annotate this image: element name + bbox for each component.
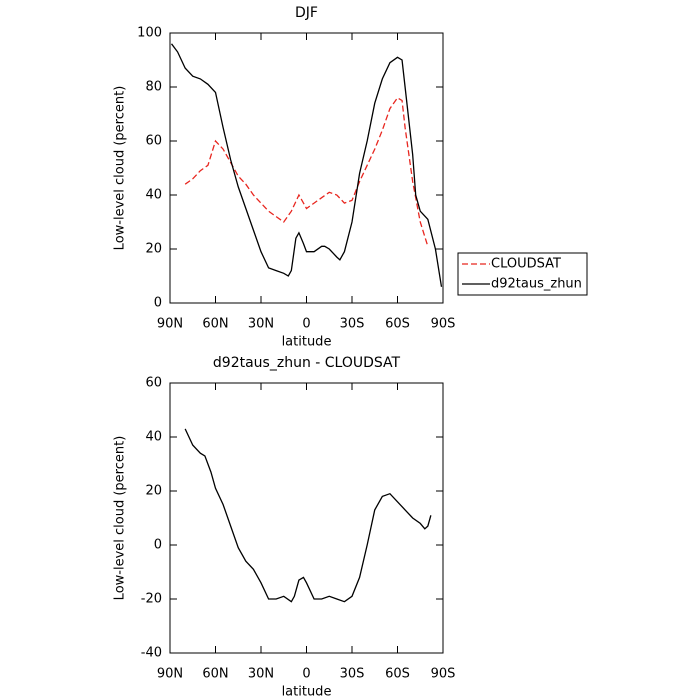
x-tick-label: 0 bbox=[302, 667, 310, 682]
y-tick-label: 100 bbox=[137, 26, 162, 41]
plot-frame bbox=[169, 382, 444, 654]
y-tick-label: 40 bbox=[145, 430, 162, 445]
y-tick-label: -20 bbox=[141, 592, 162, 607]
y-tick-label: 0 bbox=[154, 538, 162, 553]
y-axis-label: Low-level cloud (percent) bbox=[113, 86, 128, 251]
x-tick-label: 90N bbox=[157, 317, 183, 332]
chart-title: d92taus_zhun - CLOUDSAT bbox=[213, 355, 401, 371]
x-tick-label: 90S bbox=[431, 667, 456, 682]
legend-label: d92taus_zhun bbox=[491, 277, 582, 292]
x-tick-label: 60N bbox=[202, 667, 228, 682]
x-tick-label: 60S bbox=[385, 667, 410, 682]
legend-label: CLOUDSAT bbox=[491, 257, 561, 272]
x-tick-label: 30S bbox=[340, 317, 365, 332]
x-tick-label: 30N bbox=[248, 667, 274, 682]
x-tick-label: 60N bbox=[202, 317, 228, 332]
data-line bbox=[184, 96, 429, 247]
plot-frame bbox=[169, 32, 444, 304]
y-tick-label: 80 bbox=[145, 80, 162, 95]
x-tick-label: 90S bbox=[431, 317, 456, 332]
legend-box bbox=[457, 252, 588, 296]
x-tick-label: 30N bbox=[248, 317, 274, 332]
chart-title: DJF bbox=[295, 5, 318, 21]
y-tick-label: 20 bbox=[145, 242, 162, 257]
x-axis-label: latitude bbox=[282, 685, 332, 700]
y-tick-label: -40 bbox=[141, 646, 162, 661]
y-tick-label: 60 bbox=[145, 376, 162, 391]
x-tick-label: 60S bbox=[385, 317, 410, 332]
y-axis-label: Low-level cloud (percent) bbox=[113, 436, 128, 601]
data-line bbox=[170, 43, 443, 287]
y-tick-label: 60 bbox=[145, 134, 162, 149]
x-axis-label: latitude bbox=[282, 335, 332, 350]
y-tick-label: 20 bbox=[145, 484, 162, 499]
y-tick-label: 0 bbox=[154, 296, 162, 311]
x-tick-label: 0 bbox=[302, 317, 310, 332]
x-tick-label: 90N bbox=[157, 667, 183, 682]
data-line bbox=[184, 428, 432, 603]
y-tick-label: 40 bbox=[145, 188, 162, 203]
x-tick-label: 30S bbox=[340, 667, 365, 682]
